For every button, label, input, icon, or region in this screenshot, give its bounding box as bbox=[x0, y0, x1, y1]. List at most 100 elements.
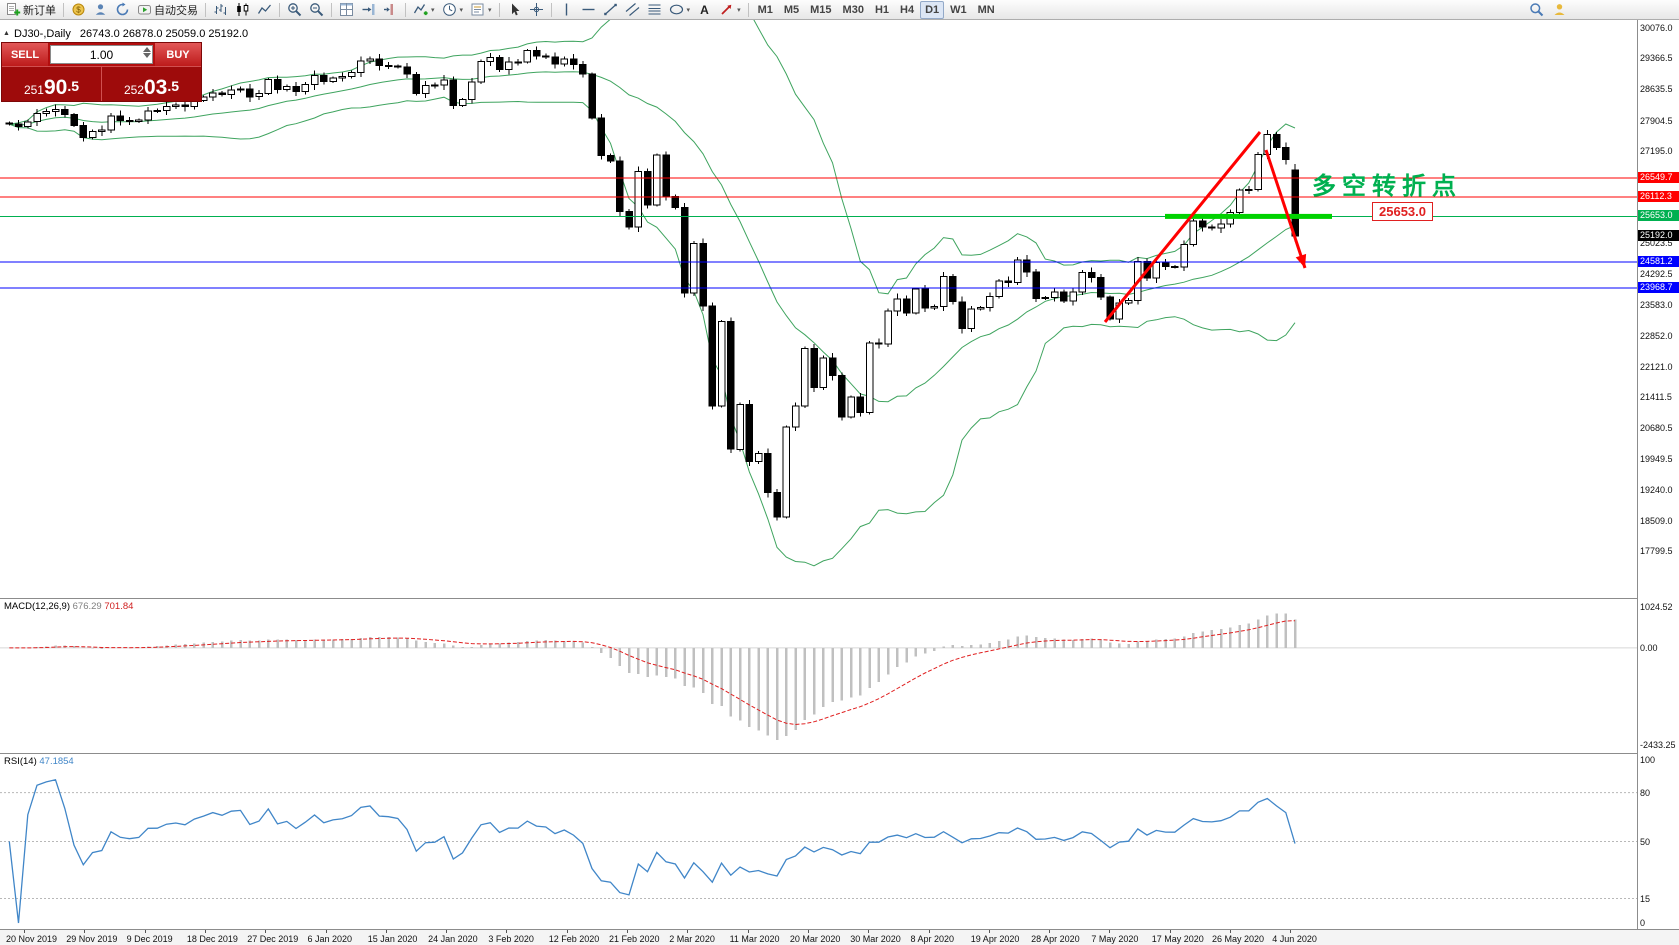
hline-price-chip: 25653.0 bbox=[1638, 210, 1679, 221]
text-button[interactable]: A bbox=[694, 1, 715, 19]
line-chart-button[interactable] bbox=[254, 1, 275, 19]
auto-scroll-button[interactable] bbox=[358, 1, 379, 19]
crosshair-button[interactable] bbox=[526, 1, 547, 19]
axis-tick-label: 28635.5 bbox=[1640, 84, 1673, 94]
date-label: 20 Nov 2019 bbox=[6, 934, 58, 944]
rsi-axis-label: 50 bbox=[1640, 837, 1651, 847]
rsi-axis-label: 100 bbox=[1640, 755, 1656, 765]
date-label: 24 Jan 2020 bbox=[428, 934, 478, 944]
hline-price-chip: 23968.7 bbox=[1638, 282, 1679, 293]
date-label: 27 Dec 2019 bbox=[247, 934, 299, 944]
time-axis-tick bbox=[1169, 930, 1171, 933]
time-axis[interactable]: 20 Nov 2019 29 Nov 2019 9 Dec 2019 18 Dec 2… bbox=[0, 929, 1679, 945]
bar-chart-button[interactable] bbox=[210, 1, 231, 19]
timeframe-m1-button[interactable]: M1 bbox=[753, 1, 778, 19]
chevron-down-icon: ▾ bbox=[431, 6, 435, 14]
date-label: 20 Mar 2020 bbox=[789, 934, 841, 944]
timeframe-h4-button[interactable]: H4 bbox=[895, 1, 919, 19]
timeframe-m15-button[interactable]: M15 bbox=[805, 1, 836, 19]
rsi-panel[interactable]: RSI(14) 47.1854 bbox=[0, 753, 1637, 929]
tile-windows-button[interactable] bbox=[336, 1, 357, 19]
fibonacci-icon bbox=[647, 2, 662, 17]
volume-input[interactable]: 1.00 bbox=[50, 45, 153, 64]
macd-canvas[interactable] bbox=[0, 599, 1637, 753]
autotrading-button[interactable]: 自动交易 bbox=[134, 1, 201, 19]
date-label: 30 Mar 2020 bbox=[850, 934, 901, 944]
vertical-line-button[interactable] bbox=[556, 1, 577, 19]
toolbar-separator bbox=[405, 2, 406, 17]
time-axis-tick bbox=[868, 930, 870, 933]
autotrading-icon bbox=[137, 2, 152, 17]
fibonacci-button[interactable] bbox=[644, 1, 665, 19]
time-axis-tick bbox=[84, 930, 86, 933]
timeframe-h1-button[interactable]: H1 bbox=[870, 1, 894, 19]
macd-axis-label: 1024.52 bbox=[1640, 602, 1673, 612]
chevron-down-icon: ▾ bbox=[686, 6, 691, 14]
search-button[interactable] bbox=[1526, 1, 1547, 19]
hline-price-chip: 26112.3 bbox=[1638, 191, 1679, 202]
one-click-collapse-icon[interactable]: ▲ bbox=[3, 30, 10, 37]
community-button[interactable] bbox=[1549, 1, 1570, 19]
timeframe-m5-button[interactable]: M5 bbox=[779, 1, 804, 19]
channel-button[interactable] bbox=[622, 1, 643, 19]
price-chart-panel[interactable]: ▲ DJ30-,Daily 26743.0 26878.0 25059.0 25… bbox=[0, 20, 1637, 598]
periods-button[interactable]: ▾ bbox=[439, 1, 467, 19]
axis-tick-label: 18509.0 bbox=[1640, 516, 1673, 526]
timeframe-mn-button[interactable]: MN bbox=[973, 1, 1000, 19]
macd-panel[interactable]: MACD(12,26,9) 676.29 701.84 bbox=[0, 598, 1637, 753]
date-label: 18 Dec 2019 bbox=[186, 934, 238, 944]
date-label: 12 Feb 2020 bbox=[548, 934, 600, 944]
timeframe-m30-button[interactable]: M30 bbox=[838, 1, 869, 19]
time-axis-tick bbox=[1049, 930, 1051, 933]
profile-button[interactable] bbox=[90, 1, 111, 19]
rsi-canvas[interactable] bbox=[0, 754, 1637, 929]
refresh-button[interactable] bbox=[112, 1, 133, 19]
date-label: 26 May 2020 bbox=[1212, 934, 1265, 944]
new-order-button-label: 新订单 bbox=[23, 4, 56, 17]
symbol-timeframe-label: DJ30-,Daily bbox=[14, 28, 71, 40]
horizontal-line-button[interactable] bbox=[578, 1, 599, 19]
timeframe-h4-button-label: H4 bbox=[900, 3, 915, 16]
spinner-up-icon[interactable] bbox=[143, 47, 151, 52]
time-axis-tick bbox=[144, 930, 146, 933]
candlestick-icon bbox=[235, 2, 250, 17]
new-order-button[interactable]: 新订单 bbox=[3, 1, 59, 19]
price-axis[interactable]: 30076.0 29366.5 28635.5 27904.5 27195.0 25023… bbox=[1637, 20, 1679, 929]
axis-tick-label: 23583.0 bbox=[1640, 300, 1673, 310]
macd-main-value: 676.29 bbox=[72, 601, 102, 612]
indicators-button[interactable]: ▾ bbox=[410, 1, 438, 19]
volume-spinner[interactable] bbox=[143, 47, 151, 58]
date-label: 15 Jan 2020 bbox=[367, 934, 418, 944]
buy-button[interactable]: BUY bbox=[155, 43, 201, 66]
timeframe-w1-button[interactable]: W1 bbox=[945, 1, 972, 19]
indicators-icon bbox=[413, 2, 428, 17]
buy-price-pips: .5 bbox=[167, 78, 180, 95]
zoom-in-button[interactable] bbox=[284, 1, 305, 19]
date-label: 19 Apr 2020 bbox=[970, 934, 1020, 944]
axis-tick-label: 25023.5 bbox=[1640, 238, 1673, 248]
spinner-down-icon[interactable] bbox=[143, 53, 151, 58]
candlestick-chart-canvas[interactable] bbox=[0, 20, 1637, 598]
timeframe-d1-button[interactable]: D1 bbox=[920, 0, 945, 19]
trendline-button[interactable] bbox=[600, 1, 621, 19]
toolbar-separator bbox=[205, 2, 206, 17]
chart-shift-button[interactable] bbox=[380, 1, 401, 19]
chevron-down-icon: ▾ bbox=[459, 6, 464, 14]
periods-icon bbox=[442, 2, 457, 17]
tile-windows-icon bbox=[339, 2, 354, 17]
cursor-button[interactable] bbox=[504, 1, 525, 19]
timeframe-m15-button-label: M15 bbox=[810, 3, 832, 16]
time-axis-tick bbox=[687, 930, 689, 933]
arrows-button[interactable]: ▾ bbox=[716, 1, 744, 19]
templates-button[interactable]: ▾ bbox=[467, 1, 495, 19]
candlestick-button[interactable] bbox=[232, 1, 253, 19]
sell-button[interactable]: SELL bbox=[2, 43, 48, 66]
buy-price-big: 03 bbox=[143, 76, 168, 100]
shapes-button[interactable]: ▾ bbox=[666, 1, 694, 19]
date-label: 6 Jan 2020 bbox=[307, 934, 353, 944]
date-label: 17 May 2020 bbox=[1151, 934, 1204, 944]
symbols-button[interactable]: $ bbox=[68, 1, 89, 19]
chevron-down-icon: ▾ bbox=[488, 6, 492, 14]
new-order-icon bbox=[6, 2, 21, 17]
zoom-out-button[interactable] bbox=[306, 1, 327, 19]
